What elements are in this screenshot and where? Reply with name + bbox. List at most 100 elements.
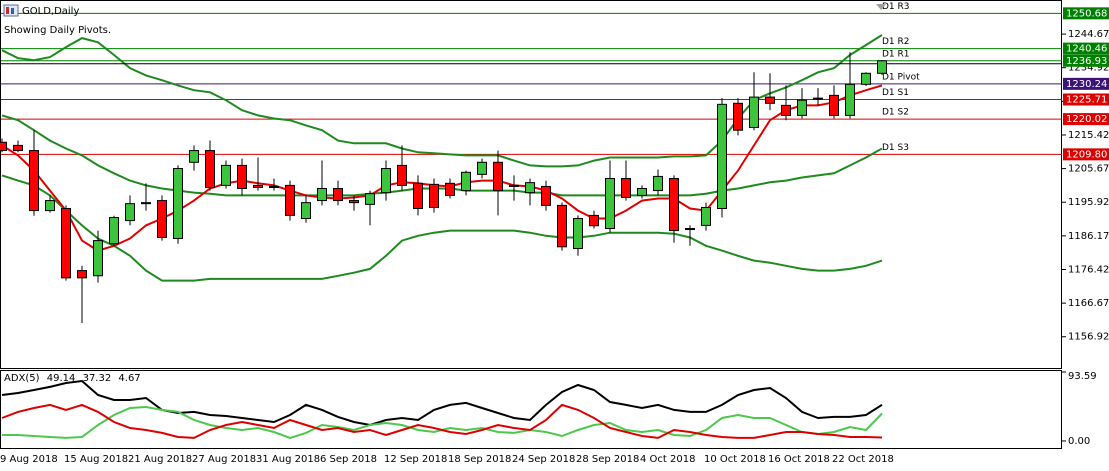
- x-tick-label: 6 Sep 2018: [320, 454, 377, 465]
- candle-body: [29, 150, 39, 212]
- y-tick-label: 0.00: [1068, 436, 1090, 447]
- price-box-label: 1230.24: [1066, 79, 1107, 90]
- y-tick-label: 1205.67: [1068, 164, 1109, 175]
- y-tick-label: 1166.67: [1068, 298, 1109, 309]
- price-box-label: 1225.71: [1066, 94, 1107, 105]
- candle-body: [845, 83, 855, 116]
- candle-body: [445, 182, 455, 196]
- candle-body: [221, 164, 231, 186]
- candle-body: [653, 175, 663, 192]
- x-tick-label: 24 Sep 2018: [512, 454, 575, 465]
- plus-di-value: 37.32: [83, 373, 112, 384]
- price-box: [1063, 77, 1109, 90]
- candle-body: [525, 182, 535, 194]
- candle-body: [493, 161, 503, 192]
- sub-frame: [0, 370, 1062, 449]
- y-tick-label: 1215.42: [1068, 130, 1109, 141]
- candle-body: [173, 167, 183, 240]
- price-box: [1063, 113, 1109, 126]
- candle-body: [109, 216, 119, 245]
- y-tick-label: 1156.92: [1068, 332, 1109, 343]
- candle-body: [477, 161, 487, 175]
- candle-body: [189, 150, 199, 163]
- candle-body: [141, 202, 151, 205]
- candle-body: [749, 96, 759, 128]
- indicator-note: Showing Daily Pivots.: [4, 25, 111, 36]
- candle-body: [205, 150, 215, 188]
- x-tick-label: 9 Aug 2018: [0, 454, 58, 465]
- price-box: [1063, 93, 1109, 106]
- adx-header: ADX(5) 49.14 37.32 4.67: [4, 373, 141, 384]
- indicator-line: [1, 114, 883, 197]
- candle-body: [461, 171, 471, 192]
- y-tick-label: 1195.92: [1068, 197, 1109, 208]
- candle-body: [797, 99, 807, 116]
- x-tick-label: 31 Aug 2018: [256, 454, 320, 465]
- pivot-name: D1 S2: [882, 108, 909, 118]
- candle-body: [349, 200, 359, 204]
- candle-body: [605, 177, 615, 230]
- candle-body: [253, 184, 263, 188]
- candle-body: [237, 164, 247, 190]
- candle-body: [509, 184, 519, 187]
- candle-body: [397, 164, 407, 186]
- candle-body: [93, 240, 103, 277]
- minus-di-value: 4.67: [118, 373, 140, 384]
- pivot-name: D1 R1: [882, 49, 910, 59]
- candle-body: [621, 177, 631, 198]
- y-tick-label: 1186.17: [1068, 231, 1109, 242]
- pivot-name: D1 S3: [882, 143, 909, 153]
- y-tick-label: 93.59: [1068, 371, 1097, 382]
- candle-body: [333, 188, 343, 202]
- indicator-line: [1, 379, 883, 427]
- x-tick-label: 27 Aug 2018: [192, 454, 256, 465]
- candle-body: [0, 141, 7, 152]
- pivot-name: D1 R2: [882, 37, 910, 47]
- candle-body: [45, 200, 55, 212]
- candle-body: [381, 167, 391, 194]
- candle-body: [589, 214, 599, 227]
- y-tick-label: 1234.92: [1068, 63, 1109, 74]
- price-box: [1063, 7, 1109, 20]
- candle-body: [77, 270, 87, 279]
- x-tick-label: 18 Sep 2018: [448, 454, 511, 465]
- candle-body: [765, 96, 775, 104]
- candle-body: [157, 200, 167, 238]
- x-tick-label: 21 Aug 2018: [128, 454, 192, 465]
- x-tick-label: 4 Oct 2018: [640, 454, 695, 465]
- y-tick-label: 1176.42: [1068, 264, 1109, 275]
- candle-body: [301, 202, 311, 220]
- candle-body: [269, 185, 279, 188]
- symbol-label: GOLD,Daily: [22, 6, 79, 17]
- price-box-label: 1236.93: [1066, 56, 1107, 67]
- indicator-line: [1, 403, 883, 439]
- pivot-name: D1 R3: [882, 2, 910, 12]
- adx-value: 49.14: [47, 373, 76, 384]
- candle-body: [541, 185, 551, 206]
- candle-body: [717, 103, 727, 210]
- candle-body: [61, 208, 71, 279]
- candle-body: [829, 94, 839, 116]
- candle-body: [669, 177, 679, 232]
- candle-body: [781, 104, 791, 116]
- y-tick-label: 1244.67: [1068, 29, 1109, 40]
- candle-body: [557, 204, 567, 248]
- price-box: [1063, 54, 1109, 67]
- symbol-icon: [3, 4, 19, 17]
- x-tick-label: 15 Aug 2018: [64, 454, 128, 465]
- candle-body: [685, 228, 695, 231]
- candle-body: [365, 193, 375, 205]
- price-box-label: 1209.80: [1066, 149, 1107, 160]
- candle-body: [733, 102, 743, 131]
- candle-body: [413, 182, 423, 210]
- candle-body: [701, 206, 711, 226]
- shift-marker: [876, 4, 886, 10]
- candle-body: [317, 188, 327, 202]
- candle-body: [861, 72, 871, 85]
- candle-body: [429, 183, 439, 208]
- candle-body: [877, 60, 887, 74]
- candle-body: [125, 203, 135, 222]
